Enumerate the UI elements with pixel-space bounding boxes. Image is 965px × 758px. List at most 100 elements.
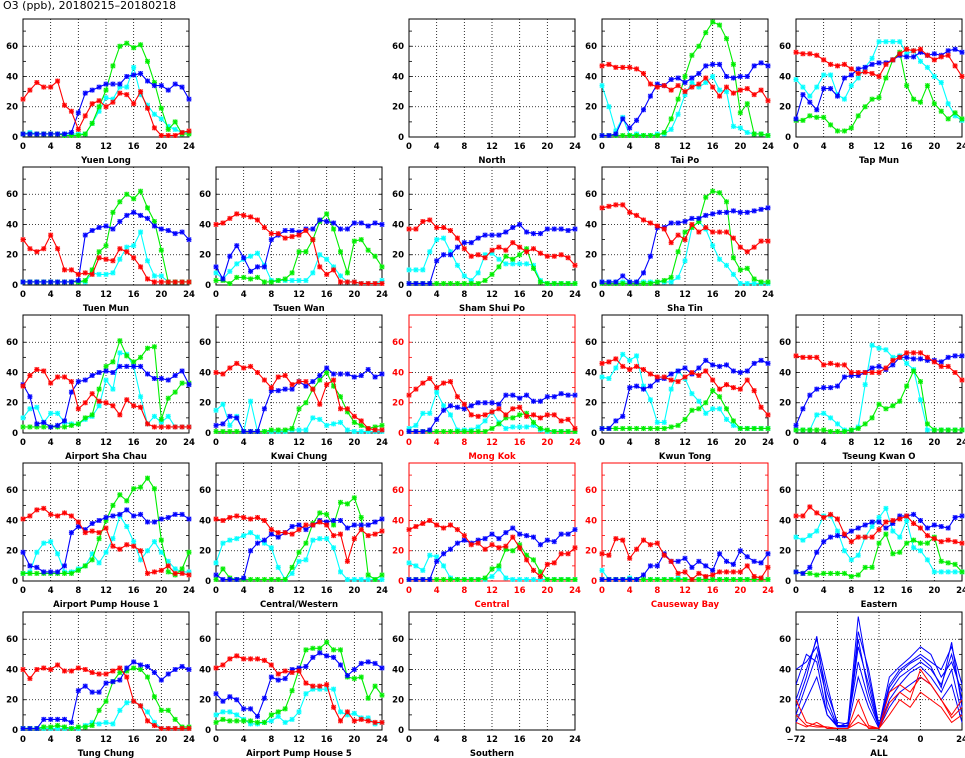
- data-point-red: [890, 57, 896, 63]
- data-point-green: [682, 229, 688, 235]
- data-point-red: [186, 725, 192, 731]
- data-point-green: [75, 132, 81, 138]
- data-point-cyan: [524, 261, 530, 267]
- data-point-cyan: [668, 386, 674, 392]
- x-tick-label: 20: [541, 735, 553, 745]
- data-point-red: [647, 220, 653, 226]
- x-tick-label: 4: [241, 438, 247, 448]
- data-point-blue: [34, 421, 40, 427]
- data-point-red: [138, 404, 144, 410]
- data-point-cyan: [110, 96, 116, 102]
- data-point-green: [647, 576, 653, 582]
- data-point-blue: [744, 73, 750, 79]
- data-point-green: [641, 425, 646, 431]
- data-point-blue: [68, 129, 74, 135]
- data-point-cyan: [289, 716, 295, 722]
- data-point-cyan: [814, 528, 820, 534]
- data-point-red: [613, 536, 619, 542]
- series-line-cyan: [215, 688, 383, 725]
- data-point-green: [717, 394, 723, 400]
- data-point-green: [717, 576, 723, 582]
- x-tick-label: 12: [293, 290, 305, 300]
- data-point-blue: [703, 563, 709, 569]
- data-point-blue: [89, 228, 95, 234]
- data-point-green: [489, 425, 495, 431]
- data-point-green: [213, 719, 219, 725]
- data-point-green: [96, 249, 102, 255]
- data-point-blue: [124, 665, 130, 671]
- x-tick-label: 8: [75, 142, 81, 152]
- data-point-cyan: [324, 256, 330, 262]
- data-point-green: [737, 576, 743, 582]
- y-tick-label: 40: [392, 665, 404, 675]
- data-point-blue: [855, 525, 861, 531]
- y-tick-label: 40: [6, 516, 18, 526]
- data-point-blue: [82, 232, 88, 238]
- data-point-cyan: [517, 424, 523, 430]
- data-point-blue: [103, 514, 109, 520]
- data-point-red: [675, 570, 681, 576]
- data-point-blue: [427, 280, 433, 286]
- data-point-blue: [165, 671, 171, 677]
- data-point-green: [448, 280, 453, 286]
- data-point-red: [503, 247, 509, 253]
- data-point-green: [117, 199, 123, 205]
- data-point-red: [413, 226, 419, 232]
- data-point-green: [641, 132, 646, 138]
- data-point-red: [158, 424, 164, 430]
- data-point-red: [317, 519, 323, 525]
- y-tick-label: 60: [392, 635, 404, 645]
- data-point-red: [255, 369, 260, 375]
- data-point-blue: [647, 93, 653, 99]
- data-point-green: [890, 551, 896, 557]
- data-point-green: [75, 724, 81, 730]
- data-point-blue: [303, 527, 309, 533]
- x-tick-label: 8: [848, 142, 854, 152]
- data-point-green: [475, 576, 481, 582]
- data-point-green: [931, 101, 937, 107]
- data-point-blue: [945, 48, 951, 54]
- data-point-green: [82, 724, 88, 730]
- data-point-blue: [179, 229, 185, 235]
- data-point-red: [696, 81, 702, 87]
- data-point-blue: [331, 654, 337, 660]
- x-tick-label: 4: [627, 438, 633, 448]
- data-point-blue: [220, 576, 226, 582]
- data-point-blue: [517, 395, 523, 401]
- data-point-blue: [62, 279, 67, 285]
- data-point-red: [62, 668, 67, 674]
- data-point-red: [365, 533, 371, 539]
- data-point-blue: [110, 513, 116, 519]
- data-point-cyan: [441, 563, 447, 569]
- data-point-cyan: [696, 398, 702, 404]
- data-point-blue: [186, 96, 192, 102]
- data-point-red: [890, 517, 896, 523]
- data-point-blue: [365, 223, 371, 229]
- data-point-blue: [151, 376, 157, 382]
- data-point-cyan: [303, 557, 309, 563]
- data-point-green: [558, 428, 564, 434]
- data-point-red: [75, 126, 81, 132]
- data-point-green: [338, 394, 343, 400]
- data-point-red: [654, 374, 660, 380]
- data-point-red: [324, 271, 330, 277]
- data-point-blue: [145, 78, 150, 84]
- station-label: Tseung Kwan O: [842, 452, 915, 462]
- data-point-red: [696, 229, 702, 235]
- data-point-red: [103, 671, 109, 677]
- data-point-green: [241, 274, 247, 280]
- data-point-blue: [158, 226, 164, 232]
- x-tick-label: 8: [461, 290, 467, 300]
- data-point-blue: [489, 400, 495, 406]
- x-tick-label: 4: [627, 142, 633, 152]
- data-point-cyan: [814, 84, 820, 90]
- x-tick-label: 20: [155, 438, 167, 448]
- station-label: Airport Sha Chau: [65, 452, 147, 462]
- data-point-red: [317, 683, 323, 689]
- data-point-red: [647, 81, 653, 87]
- data-point-red: [710, 377, 716, 383]
- data-point-green: [110, 209, 116, 215]
- data-point-green: [931, 427, 937, 433]
- data-point-cyan: [151, 413, 157, 419]
